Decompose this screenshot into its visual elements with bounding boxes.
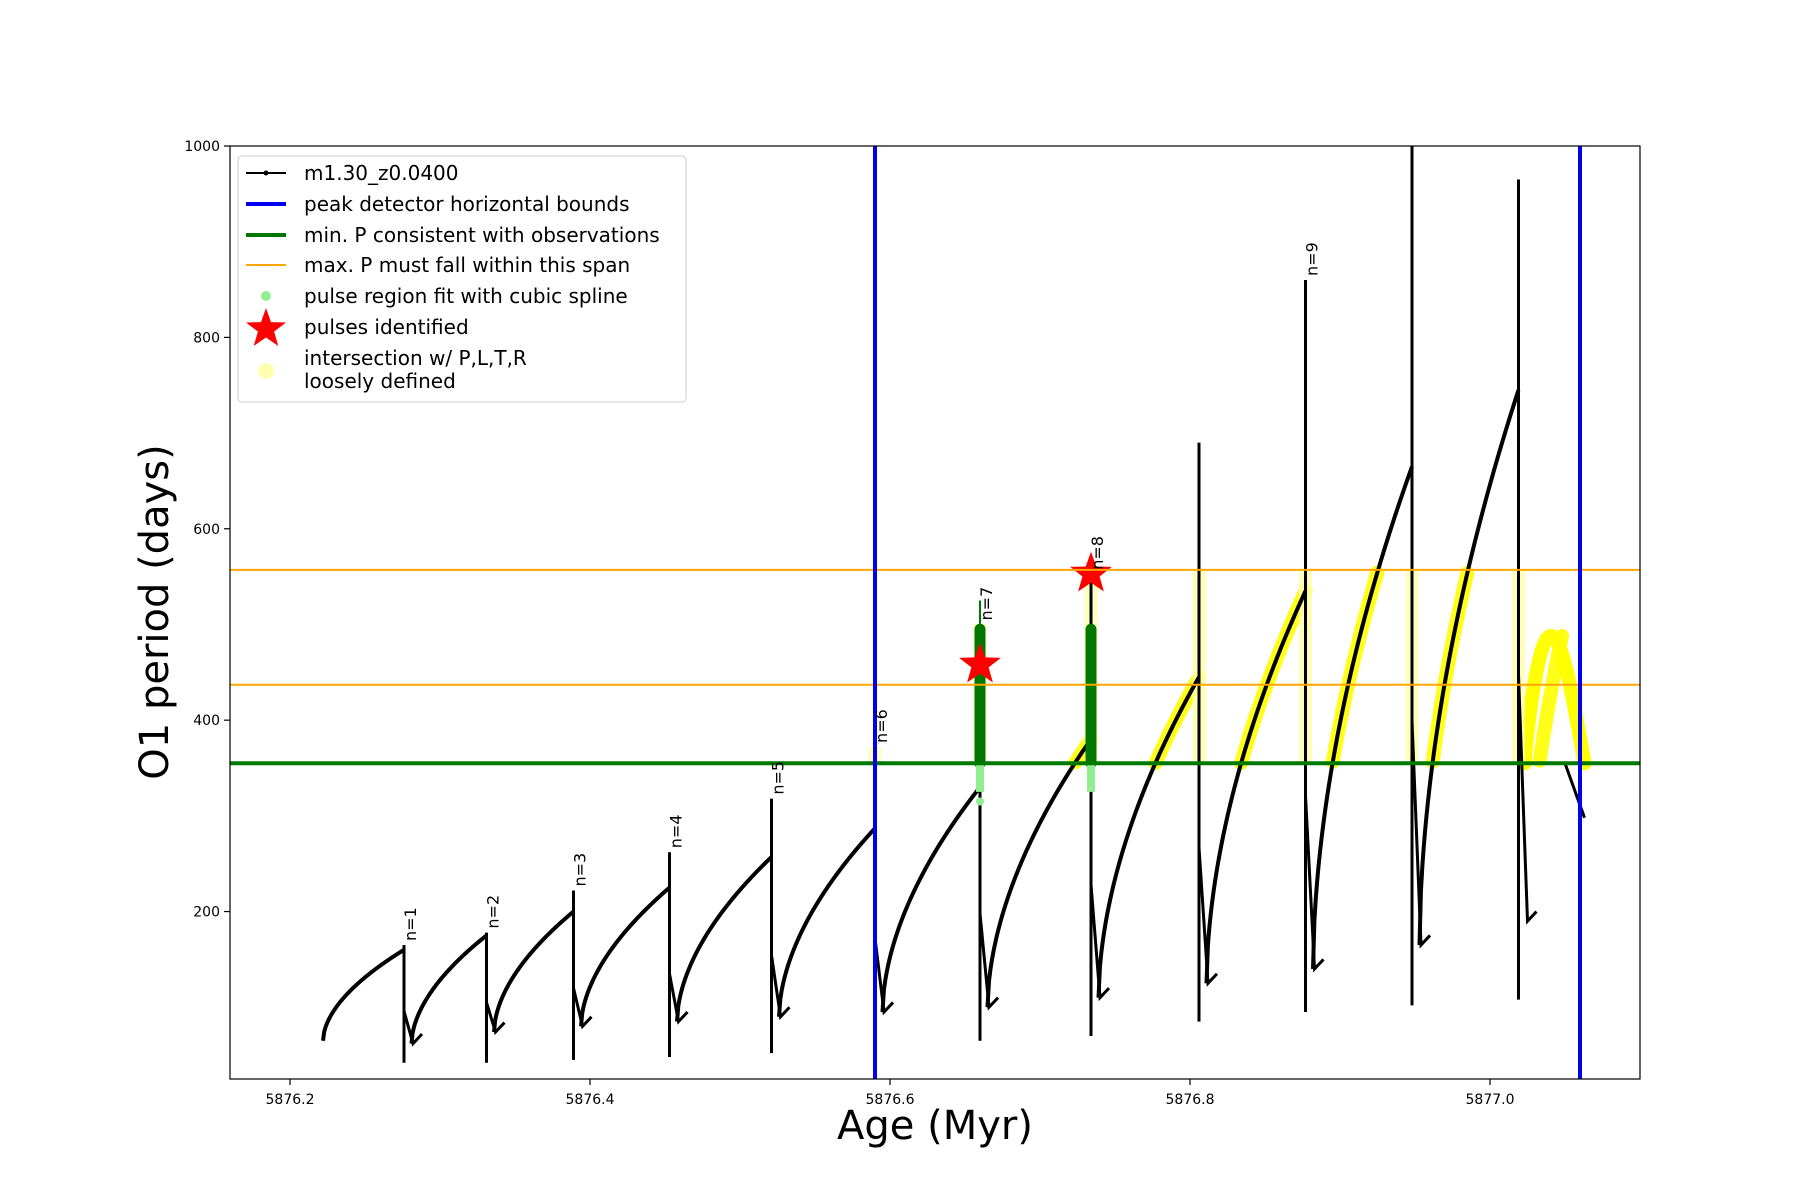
y-axis-label: O1 period (days): [132, 444, 178, 779]
plot-frame: [229, 145, 1641, 1080]
pulse-dip: [1304, 795, 1325, 973]
series-segment: [579, 886, 671, 1027]
pulse-dip: [1197, 847, 1219, 987]
legend-swatch-dot: [263, 170, 269, 176]
pulse-dip: [572, 987, 593, 1030]
y-tick-label: 400: [193, 713, 220, 729]
reference-lines: [230, 146, 1640, 1079]
series-m1.30-z0.0400: [321, 146, 1586, 1063]
x-tick-label: 5876.8: [1166, 1092, 1215, 1108]
pulse-dip: [770, 955, 791, 1021]
pulse-dip: [485, 1002, 506, 1036]
legend-label: min. P consistent with observations: [304, 223, 660, 247]
pulse-label: n=5: [769, 761, 788, 795]
x-axis-label: Age (Myr): [837, 1103, 1033, 1149]
legend-swatch-dot: [261, 291, 271, 301]
series-segment: [1204, 590, 1308, 984]
series-segment: [675, 855, 773, 1022]
pulse-label: n=2: [484, 895, 503, 929]
x-tick-label: 5876.6: [866, 1092, 915, 1108]
spline-fit-point: [976, 797, 984, 806]
intersection-highlight-segment: [1517, 628, 1592, 771]
pulse-dip: [1089, 884, 1111, 1002]
series-segment: [321, 948, 406, 1041]
pulse-label: n=6: [872, 709, 891, 743]
pulse-dip: [668, 973, 689, 1025]
legend-label: pulses identified: [304, 315, 469, 339]
series-segment: [1096, 676, 1201, 998]
y-tick-label: 1000: [184, 139, 220, 155]
legend-swatch-star: [246, 308, 286, 346]
legend-label: max. P must fall within this span: [304, 253, 630, 277]
pulse-dip: [978, 913, 1000, 1011]
legend-label-line: loosely defined: [304, 369, 456, 393]
legend-label: pulse region fit with cubic spline: [304, 284, 628, 308]
x-tick-label: 5876.4: [566, 1092, 615, 1108]
pulse-label: n=4: [667, 814, 686, 848]
axes: 5876.2 5876.4 5876.6 5876.8 5877.0 200 400 600 8…: [184, 139, 1514, 1108]
pulse-label: n=1: [401, 907, 420, 941]
pulse-dip: [873, 937, 895, 1016]
pulse-label: n=7: [977, 587, 996, 621]
identified-pulse-star: [1070, 551, 1112, 592]
identified-pulse-star: [959, 642, 1001, 683]
y-tick-label: 600: [193, 522, 220, 538]
legend-box: [237, 155, 687, 403]
series-segment: [1417, 389, 1521, 946]
x-tick-label: 5877.0: [1466, 1092, 1515, 1108]
y-tick-label: 200: [193, 905, 220, 921]
pulse-label: n=8: [1088, 536, 1107, 570]
pulse-label: n=3: [571, 853, 590, 887]
legend-label-line: intersection w/ P,L,T,R: [304, 346, 527, 370]
series-segment: [492, 910, 575, 1033]
series-segment: [777, 826, 877, 1017]
x-tick-label: 5876.2: [266, 1092, 315, 1108]
legend-swatch-circle: [258, 363, 274, 379]
pulse-labels: n=1 n=2 n=3 n=4 n=5 n=6 n=7 n=8 n=9: [401, 242, 1322, 941]
pulse-dip: [1410, 721, 1432, 949]
y-tick-label: 800: [193, 330, 220, 346]
series-segment: [409, 933, 488, 1044]
legend-label: peak detector horizontal bounds: [304, 192, 630, 216]
legend-label: intersection w/ P,L,T,R loosely defined: [304, 346, 527, 393]
pulse-dip: [1517, 675, 1538, 925]
series-segment: [880, 785, 982, 1013]
pulse-dip: [402, 1010, 424, 1047]
series-segment: [1311, 465, 1414, 970]
plot-area: [321, 146, 1592, 1063]
pulse-label: n=9: [1303, 242, 1322, 276]
legend-label: m1.30_z0.0400: [304, 161, 459, 185]
